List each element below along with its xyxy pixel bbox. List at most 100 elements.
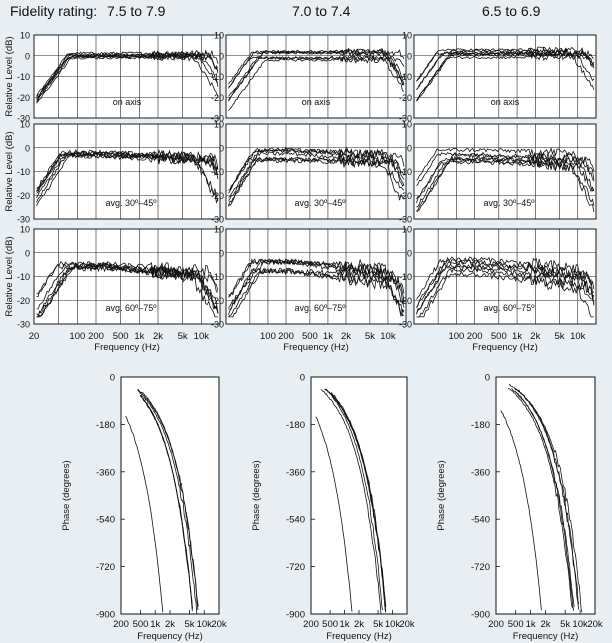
- phase-xtick-label: 10k: [572, 619, 588, 630]
- mag-ytick-label: -30: [17, 215, 30, 225]
- mag-ytick-label: -30: [399, 320, 412, 330]
- phase-yaxis-label: Phase (degrees): [436, 460, 447, 530]
- mag-ytick-label: -10: [211, 272, 224, 282]
- phase-ytick-label: -720: [471, 562, 490, 573]
- mag-ytick-label: -10: [399, 167, 412, 177]
- mag-series-line: [228, 258, 405, 305]
- mag-ytick-label: -30: [211, 114, 224, 124]
- mag-series-line: [416, 146, 595, 193]
- phase-series-line: [137, 389, 198, 614]
- mag-ytick-label: 0: [25, 248, 30, 258]
- phase-series-line: [137, 389, 199, 610]
- mag-xaxis-label: Frequency (Hz): [472, 342, 537, 353]
- mag-series-line: [228, 258, 405, 315]
- phase-xtick-label: 20k: [587, 619, 603, 630]
- mag-ytick-label: 0: [407, 248, 412, 258]
- phase-ytick-label: -180: [286, 420, 305, 431]
- fidelity-rating-col1: 7.5 to 7.9: [107, 3, 166, 19]
- mag-xtick-label: 10k: [194, 331, 210, 342]
- mag-ytick-label: -20: [211, 93, 224, 103]
- phase-ytick-label: -360: [471, 467, 490, 478]
- mag-ytick-label: 0: [219, 248, 224, 258]
- panel-row-label-avg-60-75: avg. 60º–75º: [105, 303, 157, 313]
- mag-ytick-label: -30: [17, 114, 30, 124]
- phase-ytick-label: -900: [96, 610, 115, 621]
- mag-series-line: [416, 49, 595, 82]
- mag-ytick-label: -20: [17, 93, 30, 103]
- mag-ytick-label: -10: [211, 72, 224, 82]
- mag-series-line: [228, 156, 405, 207]
- mag-series-line: [228, 147, 405, 191]
- phase-series-line: [507, 388, 573, 609]
- phase-series-line: [331, 395, 383, 610]
- mag-series-line: [416, 159, 595, 204]
- mag-xtick-label: 1k: [323, 331, 333, 342]
- mag-xtick-label: 2k: [153, 331, 163, 342]
- mag-ytick-label: 0: [407, 143, 412, 153]
- phase-ytick-label: 0: [110, 373, 115, 384]
- phase-series-line: [125, 415, 164, 613]
- phase-panel-frame: [495, 376, 596, 615]
- phase-xtick-label: 2k: [354, 619, 364, 630]
- fidelity-rating-header: Fidelity rating: 7.5 to 7.9: [10, 3, 165, 19]
- mag-ytick-label: 10: [20, 31, 30, 41]
- mag-ytick-label: -20: [399, 296, 412, 306]
- mag-series-line: [36, 52, 219, 101]
- phase-xtick-label: 5k: [560, 619, 570, 630]
- mag-ytick-label: -20: [17, 191, 30, 201]
- panel-row-label-on-axis: on axis: [302, 97, 331, 107]
- phase-ytick-label: 0: [485, 373, 490, 384]
- mag-series-line: [416, 46, 595, 82]
- phase-xtick-label: 20k: [211, 619, 227, 630]
- panel-row-label-avg-30-45: avg. 30º–45º: [294, 198, 346, 208]
- mag-xtick-label: 500: [491, 331, 507, 342]
- mag-xtick-label: 100: [260, 331, 276, 342]
- mag-ytick-label: 10: [20, 120, 30, 130]
- phase-ytick-label: -540: [96, 515, 115, 526]
- panel-row-label-avg-30-45: avg. 30º–45º: [105, 198, 157, 208]
- phase-xtick-label: 2k: [165, 619, 175, 630]
- phase-panel-frame: [120, 376, 220, 615]
- mag-ytick-label: 0: [407, 51, 412, 61]
- mag-ytick-label: -20: [399, 191, 412, 201]
- fidelity-rating-col3: 6.5 to 6.9: [482, 3, 541, 19]
- mag-ytick-label: -30: [17, 320, 30, 330]
- mag-ytick-label: 10: [402, 225, 412, 235]
- mag-ytick-label: -10: [17, 272, 30, 282]
- phase-xtick-label: 1k: [526, 619, 536, 630]
- phase-xtick-label: 10k: [197, 619, 213, 630]
- mag-ytick-label: 0: [219, 143, 224, 153]
- mag-xtick-label: 500: [113, 331, 129, 342]
- mag-ytick-label: -30: [211, 215, 224, 225]
- mag-series-line: [228, 49, 405, 89]
- mag-xtick-label: 10k: [570, 331, 586, 342]
- phase-xtick-label: 200: [488, 619, 504, 630]
- mag-series-line: [228, 157, 405, 206]
- panel-row-label-on-axis: on axis: [113, 97, 142, 107]
- phase-ytick-label: -360: [96, 467, 115, 478]
- fidelity-rating-col2: 7.0 to 7.4: [292, 3, 351, 19]
- mag-ytick-label: -10: [17, 72, 30, 82]
- phase-xtick-label: 5k: [184, 619, 194, 630]
- mag-ytick-label: -30: [399, 114, 412, 124]
- mag-series-line: [416, 264, 595, 314]
- phase-xtick-label: 10k: [385, 619, 401, 630]
- fidelity-rating-prefix: Fidelity rating:: [10, 3, 98, 19]
- mag-ytick-label: 10: [214, 31, 224, 41]
- mag-ytick-label: -20: [211, 191, 224, 201]
- phase-xtick-label: 500: [322, 619, 338, 630]
- mag-xtick-label: 200: [278, 331, 294, 342]
- mag-ytick-label: 10: [214, 225, 224, 235]
- mag-xtick-label: 5k: [554, 331, 564, 342]
- phase-ytick-label: -720: [96, 562, 115, 573]
- mag-ytick-label: -10: [211, 167, 224, 177]
- phase-xaxis-label: Frequency (Hz): [326, 631, 391, 642]
- mag-xtick-label: 2k: [341, 331, 351, 342]
- mag-xtick-label: 20: [29, 331, 40, 342]
- mag-series-line: [36, 49, 219, 98]
- phase-xaxis-label: Frequency (Hz): [137, 631, 202, 642]
- mag-ytick-label: -10: [399, 72, 412, 82]
- phase-series-line: [321, 389, 382, 614]
- phase-xtick-label: 500: [508, 619, 524, 630]
- mag-series-line: [228, 268, 405, 318]
